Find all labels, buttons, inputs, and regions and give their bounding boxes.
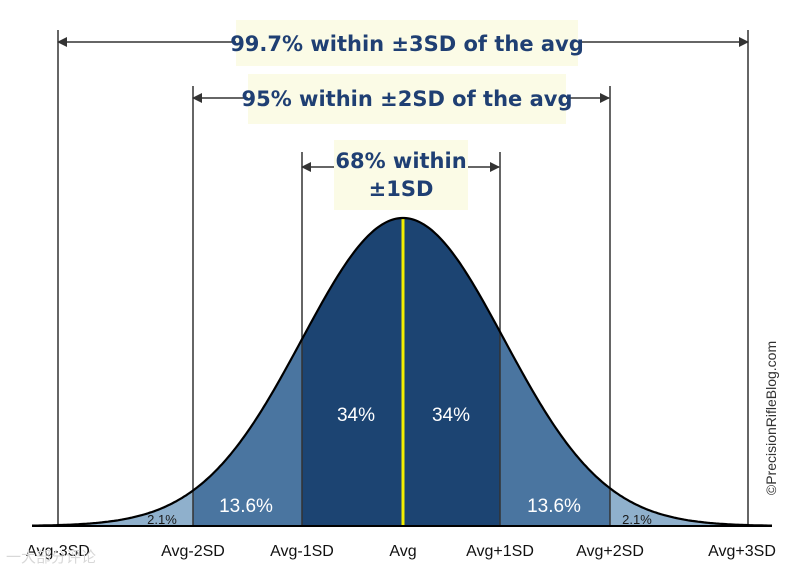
- range-label-3sd: 99.7% within ±3SD of the avg: [230, 20, 584, 66]
- pct-mid-right: 13.6%: [527, 496, 581, 517]
- tail-right-band: [610, 488, 748, 526]
- pct-tail-right: 2.1%: [622, 512, 652, 527]
- pct-tail-left: 2.1%: [147, 512, 177, 527]
- axis-label-plus-2sd: Avg+2SD: [576, 543, 644, 560]
- center-band: [302, 218, 500, 526]
- watermark-text: 一大部分评论: [6, 548, 96, 566]
- axis-label-minus-3sd: Avg-3SD: [26, 543, 90, 560]
- axis-label-plus-3sd: Avg+3SD: [708, 543, 776, 560]
- credit-text: ©PrecisionRifleBlog.com: [763, 341, 779, 495]
- axis-label-minus-1sd: Avg-1SD: [270, 543, 334, 560]
- range-label-1sd: 68% within ±1SD: [334, 140, 468, 210]
- mid-right-band: [500, 331, 610, 526]
- axis-label-minus-2sd: Avg-2SD: [161, 543, 225, 560]
- bell-curve-outline: [32, 216, 772, 527]
- range-2sd-text: 95% within ±2SD of the avg: [241, 87, 572, 111]
- range-1sd-line1: 68% within: [335, 149, 466, 173]
- pct-center-right: 34%: [432, 405, 470, 426]
- range-3sd-text: 99.7% within ±3SD of the avg: [230, 32, 584, 56]
- pct-mid-left: 13.6%: [219, 496, 273, 517]
- axis-label-plus-1sd: Avg+1SD: [466, 543, 534, 560]
- tail-left-band: [58, 490, 193, 526]
- range-1sd-line2: ±1SD: [369, 177, 434, 201]
- axis-label-avg: Avg: [389, 543, 416, 560]
- pct-center-left: 34%: [337, 405, 375, 426]
- range-label-2sd: 95% within ±2SD of the avg: [241, 74, 573, 124]
